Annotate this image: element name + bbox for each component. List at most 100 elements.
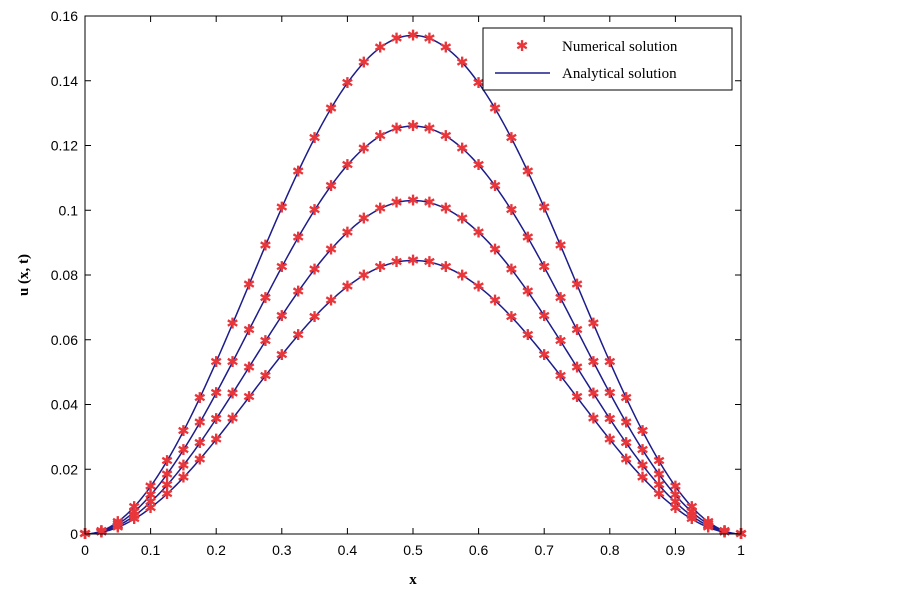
numerical-point-marker: ✱	[669, 493, 682, 511]
numerical-point-marker: ✱	[505, 201, 518, 219]
analytical-series-line-4	[84, 259, 742, 535]
numerical-point-marker: ✱	[358, 266, 371, 284]
data-layer: ✱✱✱✱✱✱✱✱✱✱✱✱✱✱✱✱✱✱✱ ✱ ✱✱✱✱✱✱✱✱✱✱✱✱✱✱✱✱✱✱✱✱…	[79, 26, 748, 543]
numerical-point-marker: ✱	[587, 384, 600, 402]
numerical-point-marker: ✱	[210, 384, 223, 402]
y-tick-label: 0.02	[51, 461, 78, 477]
numerical-point-marker: ✱	[292, 228, 305, 246]
y-tick-label: 0.12	[51, 138, 78, 154]
legend-box	[482, 27, 733, 91]
numerical-point-marker: ✱	[308, 129, 321, 147]
numerical-point-marker: ✱	[194, 389, 207, 407]
numerical-point-marker: ✱	[571, 276, 584, 294]
numerical-point-marker: ✱	[407, 117, 420, 135]
numerical-point-marker: ✱	[128, 498, 141, 516]
numerical-point-marker: ✱	[177, 441, 190, 459]
numerical-point-marker: ✱	[259, 237, 272, 255]
analytical-series-line-1	[84, 34, 742, 535]
numerical-point-marker: ✱	[571, 388, 584, 406]
numerical-point-marker: ✱	[522, 163, 535, 181]
numerical-point-marker: ✱	[161, 465, 174, 483]
x-tick-label: 0.6	[469, 542, 489, 558]
numerical-point-marker: ✱	[440, 127, 453, 145]
numerical-point-marker: ✱	[243, 276, 256, 294]
x-tick-label: 0.8	[600, 542, 620, 558]
numerical-point-marker: ✱	[390, 194, 403, 212]
numerical-point-marker: ✱	[308, 201, 321, 219]
numerical-point-marker: ✱	[636, 422, 649, 440]
numerical-point-marker: ✱	[210, 353, 223, 371]
numerical-point-marker: ✱	[604, 353, 617, 371]
numerical-point-marker: ✱	[390, 253, 403, 271]
numerical-point-marker: ✱	[276, 307, 289, 325]
x-tick-label: 1	[737, 542, 745, 558]
numerical-point-marker: ✱	[620, 434, 633, 452]
numerical-point-marker: ✱	[374, 200, 387, 218]
numerical-point-marker: ✱	[292, 283, 305, 301]
numerical-point-marker: ✱	[194, 450, 207, 468]
y-tick-label: 0.08	[51, 267, 78, 283]
numerical-point-marker: ✱	[161, 476, 174, 494]
numerical-point-marker: ✱	[407, 192, 420, 210]
numerical-point-marker: ✱	[653, 476, 666, 494]
numerical-point-marker: ✱	[604, 430, 617, 448]
numerical-point-marker: ✱	[489, 177, 502, 195]
numerical-point-marker: ✱	[423, 120, 436, 138]
numerical-point-marker: ✱	[554, 289, 567, 307]
y-tick-label: 0.06	[51, 332, 78, 348]
numerical-point-marker: ✱	[144, 499, 157, 517]
numerical-point-marker: ✱	[554, 237, 567, 255]
numerical-point-marker: ✱	[226, 353, 239, 371]
x-tick-label: 0.9	[666, 542, 686, 558]
numerical-point-marker: ✱	[538, 346, 551, 364]
numerical-point-marker: ✱	[472, 74, 485, 92]
numerical-point-marker: ✱	[620, 414, 633, 432]
numerical-point-marker: ✱	[276, 346, 289, 364]
numerical-point-marker: ✱	[686, 503, 699, 521]
numerical-point-marker: ✱	[341, 278, 354, 296]
numerical-point-marker: ✱	[325, 99, 338, 117]
numerical-point-marker: ✱	[702, 518, 715, 536]
y-tick-label: 0.04	[51, 397, 78, 413]
numerical-point-marker: ✱	[702, 517, 715, 535]
numerical-point-marker: ✱	[194, 434, 207, 452]
numerical-point-marker: ✱	[308, 260, 321, 278]
numerical-point-marker: ✱	[243, 321, 256, 339]
numerical-point-marker: ✱	[259, 289, 272, 307]
numerical-point-marker: ✱	[505, 308, 518, 326]
numerical-point-marker: ✱	[472, 223, 485, 241]
numerical-point-marker: ✱	[538, 258, 551, 276]
numerical-point-marker: ✱	[325, 177, 338, 195]
numerical-point-marker: ✱	[194, 414, 207, 432]
numerical-point-marker: ✱	[522, 283, 535, 301]
numerical-point-marker: ✱	[440, 200, 453, 218]
numerical-point-marker: ✱	[243, 388, 256, 406]
numerical-point-marker: ✱	[308, 308, 321, 326]
numerical-point-marker: ✱	[538, 307, 551, 325]
y-axis-label: u (x, t)	[16, 254, 32, 296]
numerical-point-marker: ✱	[636, 469, 649, 487]
analytical-series-line-2	[84, 125, 742, 535]
numerical-point-marker: ✱	[226, 315, 239, 333]
numerical-point-marker: ✱	[177, 456, 190, 474]
numerical-point-marker: ✱	[358, 54, 371, 72]
numerical-point-marker: ✱	[341, 156, 354, 174]
numerical-point-marker: ✱	[636, 441, 649, 459]
numerical-point-marker: ✱	[358, 210, 371, 228]
numerical-point-marker: ✱	[669, 499, 682, 517]
numerical-point-marker: ✱	[456, 139, 469, 157]
numerical-point-marker: ✱	[653, 485, 666, 503]
y-tick-label: 0.16	[51, 8, 78, 24]
numerical-point-marker: ✱	[276, 199, 289, 217]
x-tick-label: 0.3	[272, 542, 292, 558]
numerical-point-marker: ✱	[456, 266, 469, 284]
numerical-point-marker: ✱	[472, 278, 485, 296]
numerical-point-marker: ✱	[128, 510, 141, 528]
numerical-point-marker: ✱	[177, 422, 190, 440]
numerical-point-marker: ✱	[177, 469, 190, 487]
analytical-series-line-3	[84, 199, 742, 535]
numerical-point-marker: ✱	[144, 493, 157, 511]
y-tick-label: 0.14	[51, 73, 78, 89]
numerical-point-marker: ✱	[358, 139, 371, 157]
